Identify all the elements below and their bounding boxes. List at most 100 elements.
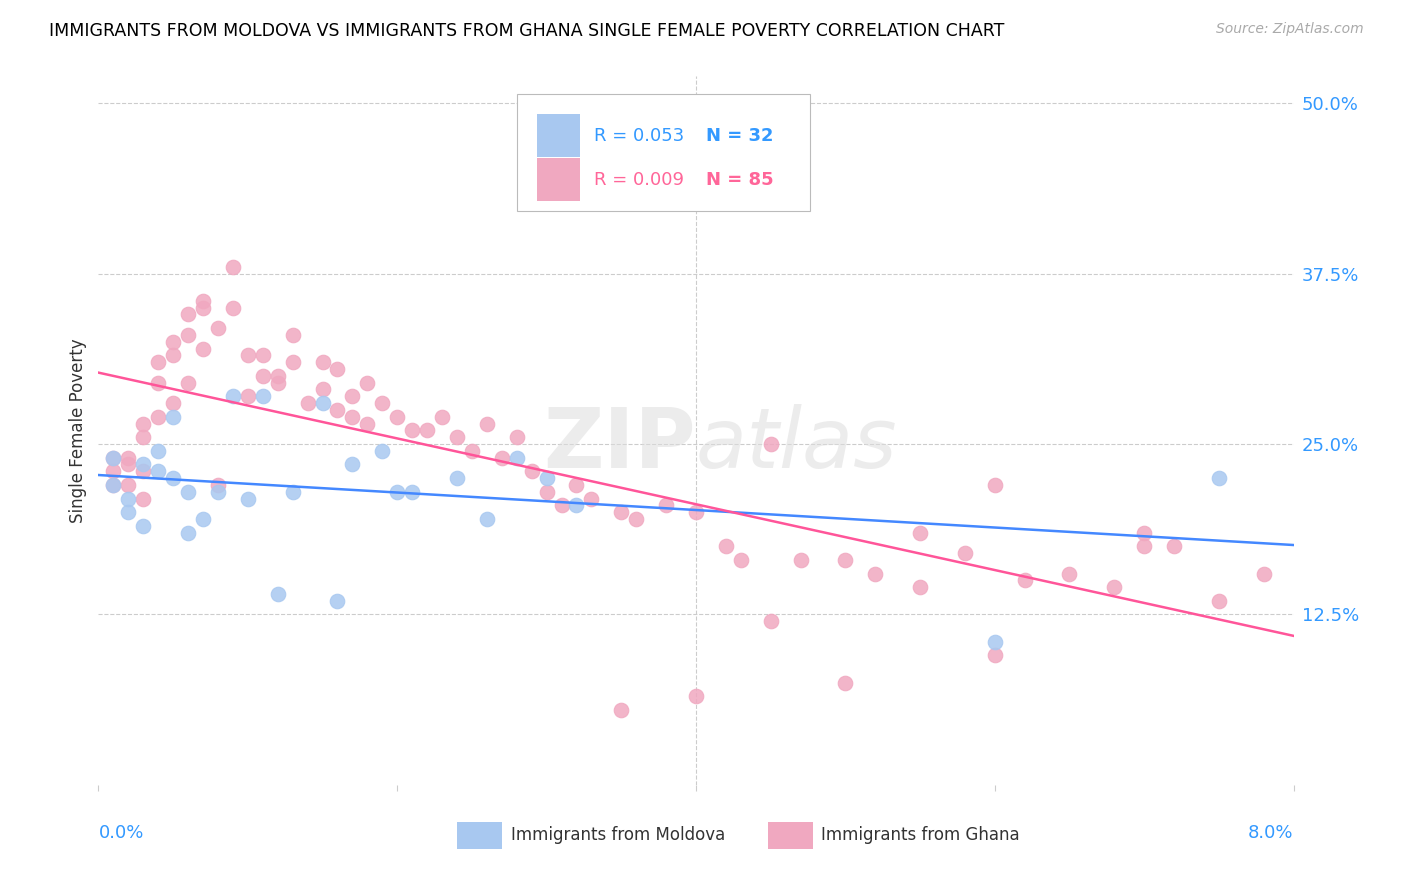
Point (162, 348, 184, 362)
Point (103, 478, 125, 492)
Point (416, 424, 439, 438)
Point (311, 383, 333, 397)
Point (984, 634, 1007, 648)
Point (984, 648, 1007, 663)
Point (222, 389, 245, 403)
Point (385, 484, 409, 499)
Point (191, 512, 214, 526)
Point (565, 478, 588, 492)
Text: Immigrants from Moldova: Immigrants from Moldova (510, 826, 725, 844)
Point (385, 409, 409, 424)
Point (356, 417, 378, 431)
Point (834, 553, 856, 567)
Point (281, 484, 304, 499)
Point (103, 450, 125, 465)
Point (311, 355, 333, 369)
Point (222, 260, 245, 274)
Point (834, 675, 856, 690)
Point (759, 615, 782, 629)
Point (267, 587, 290, 601)
Point (132, 464, 155, 478)
Point (236, 389, 259, 403)
Text: N = 85: N = 85 (706, 170, 773, 188)
Point (148, 464, 170, 478)
Point (162, 334, 184, 349)
Point (117, 491, 139, 506)
Point (1014, 574, 1036, 588)
Point (148, 355, 170, 369)
Point (117, 458, 139, 472)
Point (162, 471, 184, 485)
Point (356, 376, 378, 390)
Point (252, 348, 274, 362)
Point (177, 376, 200, 390)
Text: ZIP: ZIP (544, 404, 696, 485)
Text: 8.0%: 8.0% (1249, 824, 1294, 842)
FancyBboxPatch shape (517, 94, 810, 211)
Point (311, 396, 333, 410)
Text: Immigrants from Ghana: Immigrants from Ghana (821, 826, 1021, 844)
Point (550, 499, 572, 513)
Point (267, 376, 290, 390)
Point (789, 553, 811, 567)
Point (1208, 594, 1230, 608)
Point (326, 403, 349, 417)
Point (162, 396, 184, 410)
Point (132, 519, 155, 533)
Point (342, 458, 364, 472)
Point (103, 478, 125, 492)
Text: N = 32: N = 32 (706, 127, 773, 145)
Point (759, 437, 782, 451)
Point (207, 478, 229, 492)
Point (191, 301, 214, 315)
Text: R = 0.009: R = 0.009 (595, 170, 685, 188)
Point (132, 430, 155, 444)
Point (446, 471, 468, 485)
Point (475, 417, 498, 431)
Point (117, 478, 139, 492)
Point (491, 450, 513, 465)
Point (132, 491, 155, 506)
Point (177, 308, 200, 322)
Point (430, 409, 453, 424)
Point (1059, 566, 1081, 581)
Point (1253, 566, 1275, 581)
FancyBboxPatch shape (537, 114, 581, 157)
Point (342, 389, 364, 403)
Point (506, 430, 529, 444)
Point (536, 471, 558, 485)
Point (371, 396, 394, 410)
FancyBboxPatch shape (768, 822, 813, 849)
Point (865, 566, 887, 581)
Point (177, 525, 200, 540)
Point (730, 553, 752, 567)
Point (297, 396, 319, 410)
FancyBboxPatch shape (537, 158, 581, 201)
Point (520, 464, 543, 478)
Point (626, 512, 648, 526)
Point (610, 505, 633, 519)
Text: Source: ZipAtlas.com: Source: ZipAtlas.com (1216, 22, 1364, 37)
Point (103, 464, 125, 478)
FancyBboxPatch shape (457, 822, 502, 849)
Text: IMMIGRANTS FROM MOLDOVA VS IMMIGRANTS FROM GHANA SINGLE FEMALE POVERTY CORRELATI: IMMIGRANTS FROM MOLDOVA VS IMMIGRANTS FR… (49, 22, 1004, 40)
Point (117, 505, 139, 519)
Point (401, 424, 423, 438)
Text: R = 0.053: R = 0.053 (595, 127, 685, 145)
Point (1104, 580, 1126, 594)
Point (446, 430, 468, 444)
Point (177, 484, 200, 499)
Point (506, 450, 529, 465)
Point (475, 512, 498, 526)
Point (236, 348, 259, 362)
Point (565, 499, 588, 513)
Point (207, 321, 229, 335)
Point (177, 327, 200, 342)
Point (252, 389, 274, 403)
Point (1208, 471, 1230, 485)
Point (132, 458, 155, 472)
Point (281, 327, 304, 342)
Point (132, 417, 155, 431)
Point (1133, 525, 1156, 540)
Point (536, 484, 558, 499)
